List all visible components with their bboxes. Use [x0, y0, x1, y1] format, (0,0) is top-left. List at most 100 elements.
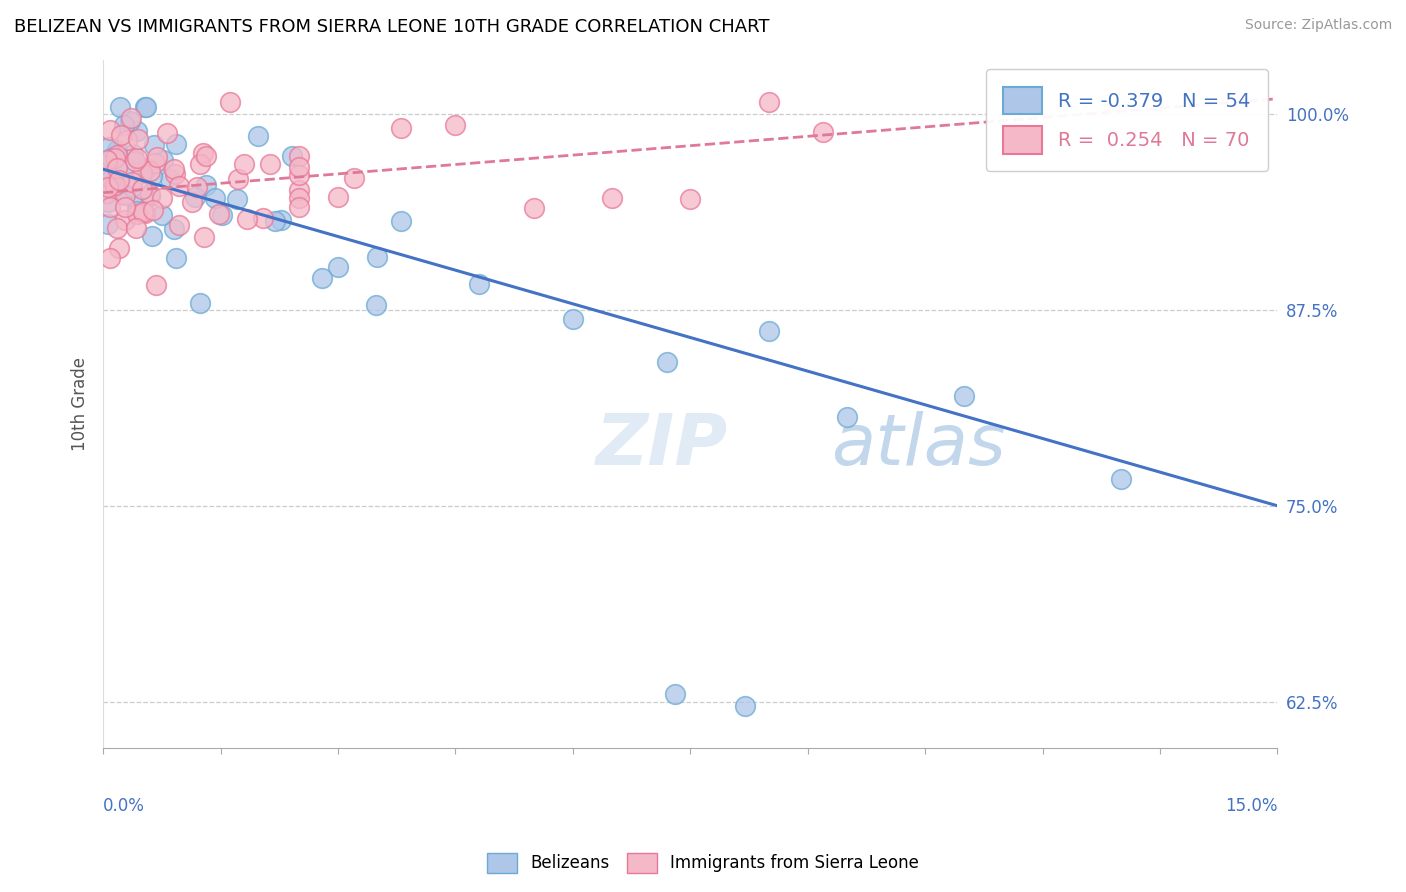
Point [167, 179, 190, 194]
Point [100, 171, 122, 186]
Point [813, 125, 835, 139]
Point [184, 190, 207, 204]
Point [105, 148, 128, 162]
Point [132, 205, 155, 219]
Point [111, 186, 134, 201]
Point [135, 99, 157, 113]
Point [97, 194, 120, 209]
Y-axis label: 10th Grade: 10th Grade [72, 357, 89, 451]
Point [561, 312, 583, 326]
Point [169, 218, 191, 232]
Point [96, 153, 118, 167]
Point [138, 189, 160, 203]
Point [600, 191, 623, 205]
Point [100, 151, 122, 165]
Point [121, 180, 143, 194]
Point [121, 176, 143, 190]
Point [98, 251, 121, 265]
Point [143, 156, 166, 170]
Point [143, 138, 166, 153]
Point [127, 132, 149, 146]
Point [288, 191, 311, 205]
Point [664, 687, 686, 701]
Point [96, 170, 118, 185]
Text: BELIZEAN VS IMMIGRANTS FROM SIERRA LEONE 10TH GRADE CORRELATION CHART: BELIZEAN VS IMMIGRANTS FROM SIERRA LEONE… [14, 18, 769, 36]
Point [103, 180, 125, 194]
Point [226, 171, 249, 186]
Point [98, 123, 121, 137]
Point [105, 221, 128, 235]
Text: 0.0%: 0.0% [103, 797, 145, 814]
Point [163, 161, 186, 176]
Point [246, 129, 269, 144]
Point [288, 183, 311, 197]
Point [97, 180, 120, 194]
Point [181, 195, 204, 210]
Text: Source: ZipAtlas.com: Source: ZipAtlas.com [1244, 18, 1392, 32]
Point [152, 153, 174, 167]
Point [97, 140, 120, 154]
Point [125, 206, 148, 220]
Point [163, 167, 186, 181]
Point [188, 157, 211, 171]
Point [131, 182, 153, 196]
Point [141, 169, 163, 183]
Point [193, 229, 215, 244]
Point [389, 120, 412, 135]
Point [124, 153, 146, 168]
Point [953, 389, 976, 403]
Point [114, 160, 136, 174]
Text: atlas: atlas [831, 411, 1005, 480]
Point [150, 191, 173, 205]
Point [108, 173, 131, 187]
Point [288, 149, 311, 163]
Legend: Belizeans, Immigrants from Sierra Leone: Belizeans, Immigrants from Sierra Leone [481, 847, 925, 880]
Point [655, 355, 678, 369]
Point [134, 206, 156, 220]
Point [188, 296, 211, 310]
Point [110, 99, 132, 113]
Point [343, 171, 366, 186]
Point [468, 277, 491, 292]
Point [150, 208, 173, 222]
Point [127, 151, 149, 165]
Point [114, 201, 136, 215]
Point [145, 278, 167, 293]
Point [139, 163, 162, 178]
Point [326, 260, 349, 274]
Point [270, 213, 292, 227]
Point [104, 151, 127, 165]
Point [105, 161, 128, 175]
Point [219, 95, 242, 109]
Text: ZIP: ZIP [596, 411, 728, 480]
Point [288, 168, 311, 182]
Point [104, 178, 127, 192]
Point [165, 251, 187, 265]
Point [758, 95, 780, 109]
Point [835, 409, 858, 424]
Point [186, 179, 208, 194]
Point [146, 150, 169, 164]
Point [389, 213, 412, 227]
Point [97, 169, 120, 183]
Point [252, 211, 274, 225]
Point [165, 136, 187, 151]
Point [236, 211, 259, 226]
Point [366, 251, 388, 265]
Point [127, 198, 149, 212]
Point [326, 190, 349, 204]
Point [142, 202, 165, 217]
Point [110, 128, 132, 142]
Point [211, 208, 233, 222]
Point [114, 187, 136, 202]
Point [734, 699, 756, 714]
Point [98, 200, 121, 214]
Point [115, 132, 138, 146]
Point [163, 221, 186, 235]
Point [136, 161, 159, 176]
Point [191, 145, 214, 160]
Point [112, 118, 135, 132]
Point [122, 147, 145, 161]
Point [195, 149, 218, 163]
Point [679, 193, 702, 207]
